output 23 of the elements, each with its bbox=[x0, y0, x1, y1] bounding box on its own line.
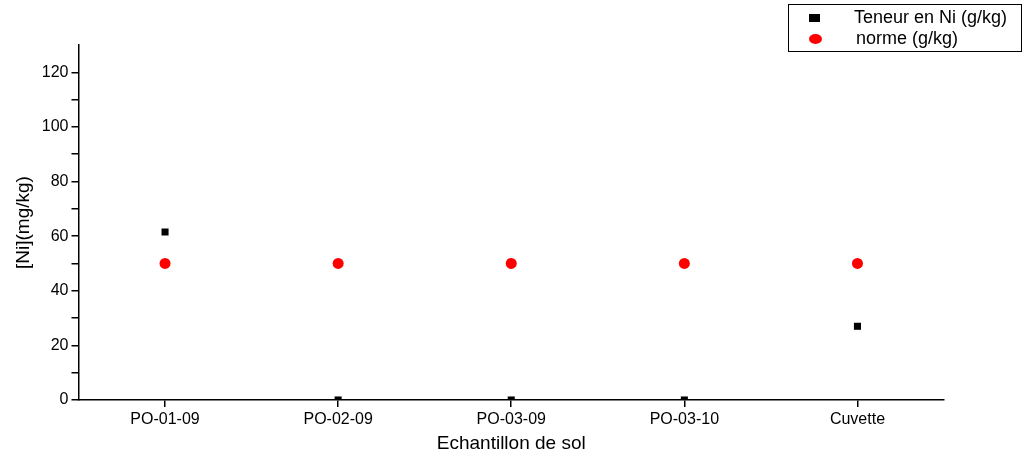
y-tick-label: 80 bbox=[50, 171, 69, 189]
x-tick-label: Cuvette bbox=[829, 410, 886, 428]
point bbox=[161, 228, 169, 236]
point bbox=[332, 257, 344, 269]
y-tick-label: 20 bbox=[50, 335, 69, 353]
x-tick-label: PO-01-09 bbox=[130, 410, 200, 428]
point bbox=[853, 322, 861, 330]
y-tick-label: 0 bbox=[59, 390, 69, 408]
legend-label: Teneur en Ni (g/kg) bbox=[853, 7, 1007, 28]
y-axis-title: [Ni](mg/kg) bbox=[11, 176, 33, 269]
y-tick-label: 100 bbox=[41, 117, 69, 135]
x-tick-label: PO-02-09 bbox=[303, 410, 373, 428]
point bbox=[678, 257, 690, 269]
point bbox=[505, 257, 517, 269]
point bbox=[159, 257, 171, 269]
x-tick-label: PO-03-10 bbox=[649, 410, 720, 428]
legend-label: norme (g/kg) bbox=[855, 28, 958, 49]
y-tick-label: 120 bbox=[41, 62, 69, 80]
y-tick-label: 60 bbox=[50, 226, 69, 244]
x-tick-label: PO-03-09 bbox=[476, 410, 547, 428]
point bbox=[851, 257, 863, 269]
y-tick-label: 40 bbox=[50, 281, 69, 299]
x-axis-title: Echantillon de sol bbox=[436, 431, 586, 453]
